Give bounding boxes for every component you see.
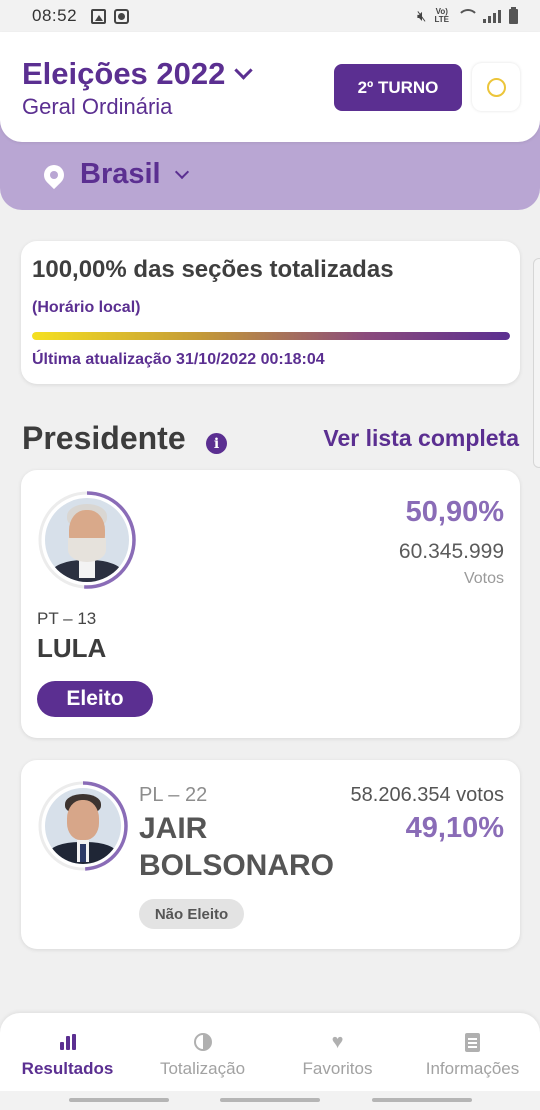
candidate-name: LULA [37,633,107,663]
location-pin-icon [39,160,69,189]
chevron-down-icon [234,60,254,80]
section-title: Presidente [22,420,186,456]
location-selector[interactable]: Brasil [39,158,189,191]
location-label: Brasil [80,158,161,190]
candidate-photo [45,788,121,864]
candidate-name-line2: BOLSONARO [139,849,334,882]
status-system-icons: 🔇︎ Vo) LTE [417,6,518,25]
candidate-name-line1: JAIR [139,812,208,845]
progress-title: 100,00% das seções totalizadas [32,256,394,283]
gallery-icon [91,8,107,24]
status-time: 08:52 [32,6,78,25]
bottom-navigation: Resultados Totalização ♥ Favoritos Infor… [0,1013,540,1091]
turn-button[interactable]: 2º TURNO [334,64,462,111]
nav-item-favorites[interactable]: ♥ Favoritos [270,1013,405,1091]
progress-bar [32,332,510,340]
document-icon [465,1032,480,1052]
signal-icon [483,9,501,23]
heart-icon: ♥ [331,1031,344,1053]
theme-toggle-button[interactable] [472,63,520,111]
status-bar: 08:52 🔇︎ Vo) LTE [0,0,540,32]
candidate-percent: 49,10% [405,812,504,844]
nav-label: Resultados [21,1059,114,1078]
nav-label: Totalização [159,1059,246,1078]
election-title: Eleições 2022 [22,56,226,91]
status-badge-not-elected: Não Eleito [139,899,244,929]
candidate-card-bolsonaro[interactable]: PL – 22 JAIR BOLSONARO 58.206.354 votos … [21,760,520,949]
gesture-bar[interactable] [220,1098,320,1102]
candidate-photo [45,498,129,582]
nav-item-information[interactable]: Informações [405,1013,540,1091]
candidate-photo-ring [37,490,137,590]
nav-label: Informações [425,1059,520,1078]
candidate-votes: 60.345.999 [398,540,504,563]
chevron-down-icon [174,164,189,179]
vote-share-ring [38,491,136,589]
battery-icon [509,6,518,24]
totalization-progress-card: 100,00% das seções totalizadas (Horário … [21,241,520,384]
status-badge-elected: Eleito [37,681,153,717]
bar-chart-icon [59,1034,76,1050]
mute-icon: 🔇︎ [417,7,427,25]
vote-share-ring [38,781,128,871]
progress-note: (Horário local) [32,299,141,316]
header-card: Eleições 2022 Geral Ordinária 2º TURNO [0,32,540,142]
candidate-photo-ring [37,780,129,872]
election-subtitle: Geral Ordinária [22,94,173,119]
screen-record-icon [114,8,130,24]
candidate-votes-label: Votos [463,570,504,587]
see-full-list-link[interactable]: Ver lista completa [323,425,519,451]
last-update: Última atualização 31/10/2022 00:18:04 [32,351,325,368]
candidate-percent: 50,90% [405,496,504,528]
status-notification-icons [91,8,130,24]
pie-chart-icon [193,1033,212,1051]
progress-bar-fill [32,332,510,340]
edge-panel-handle[interactable] [533,258,540,468]
candidate-votes: 58.206.354 votos [350,784,504,806]
candidate-party: PL – 22 [139,784,208,806]
nav-item-results[interactable]: Resultados [0,1013,135,1091]
nav-item-totalization[interactable]: Totalização [135,1013,270,1091]
sun-icon [486,77,506,97]
gesture-bar[interactable] [69,1098,169,1102]
info-icon[interactable]: i [206,433,227,454]
election-selector[interactable]: Eleições 2022 [22,56,254,92]
candidate-party: PT – 13 [37,609,97,628]
nav-label: Favoritos [302,1059,373,1078]
candidate-name: JAIR BOLSONARO [139,810,334,884]
wifi-icon [457,9,479,23]
candidate-card-lula[interactable]: 50,90% 60.345.999 Votos PT – 13 LULA Ele… [21,470,520,738]
volte-icon: Vo) LTE [434,7,449,24]
gesture-bar[interactable] [372,1098,472,1102]
